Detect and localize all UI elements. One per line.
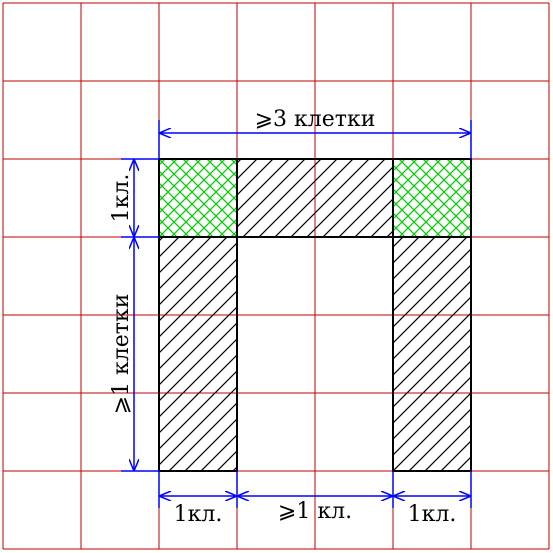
label-left-bottom-height: ⩾1 клетки (109, 294, 134, 415)
label-left-top-height: 1кл. (109, 174, 134, 223)
left-leg (158, 236, 238, 472)
dimensions (121, 120, 472, 508)
right-leg (392, 236, 472, 472)
label-bottom-middle: ⩾1 кл. (278, 499, 352, 524)
label-bottom-right: 1кл. (408, 502, 457, 527)
top-middle-bar (236, 158, 394, 238)
shape-body (158, 158, 472, 472)
corner-cells (158, 158, 472, 238)
corner-right-b (392, 158, 472, 238)
label-top-width: ⩾3 клетки (255, 107, 376, 132)
corner-left-b (158, 158, 238, 238)
label-bottom-left: 1кл. (174, 502, 223, 527)
